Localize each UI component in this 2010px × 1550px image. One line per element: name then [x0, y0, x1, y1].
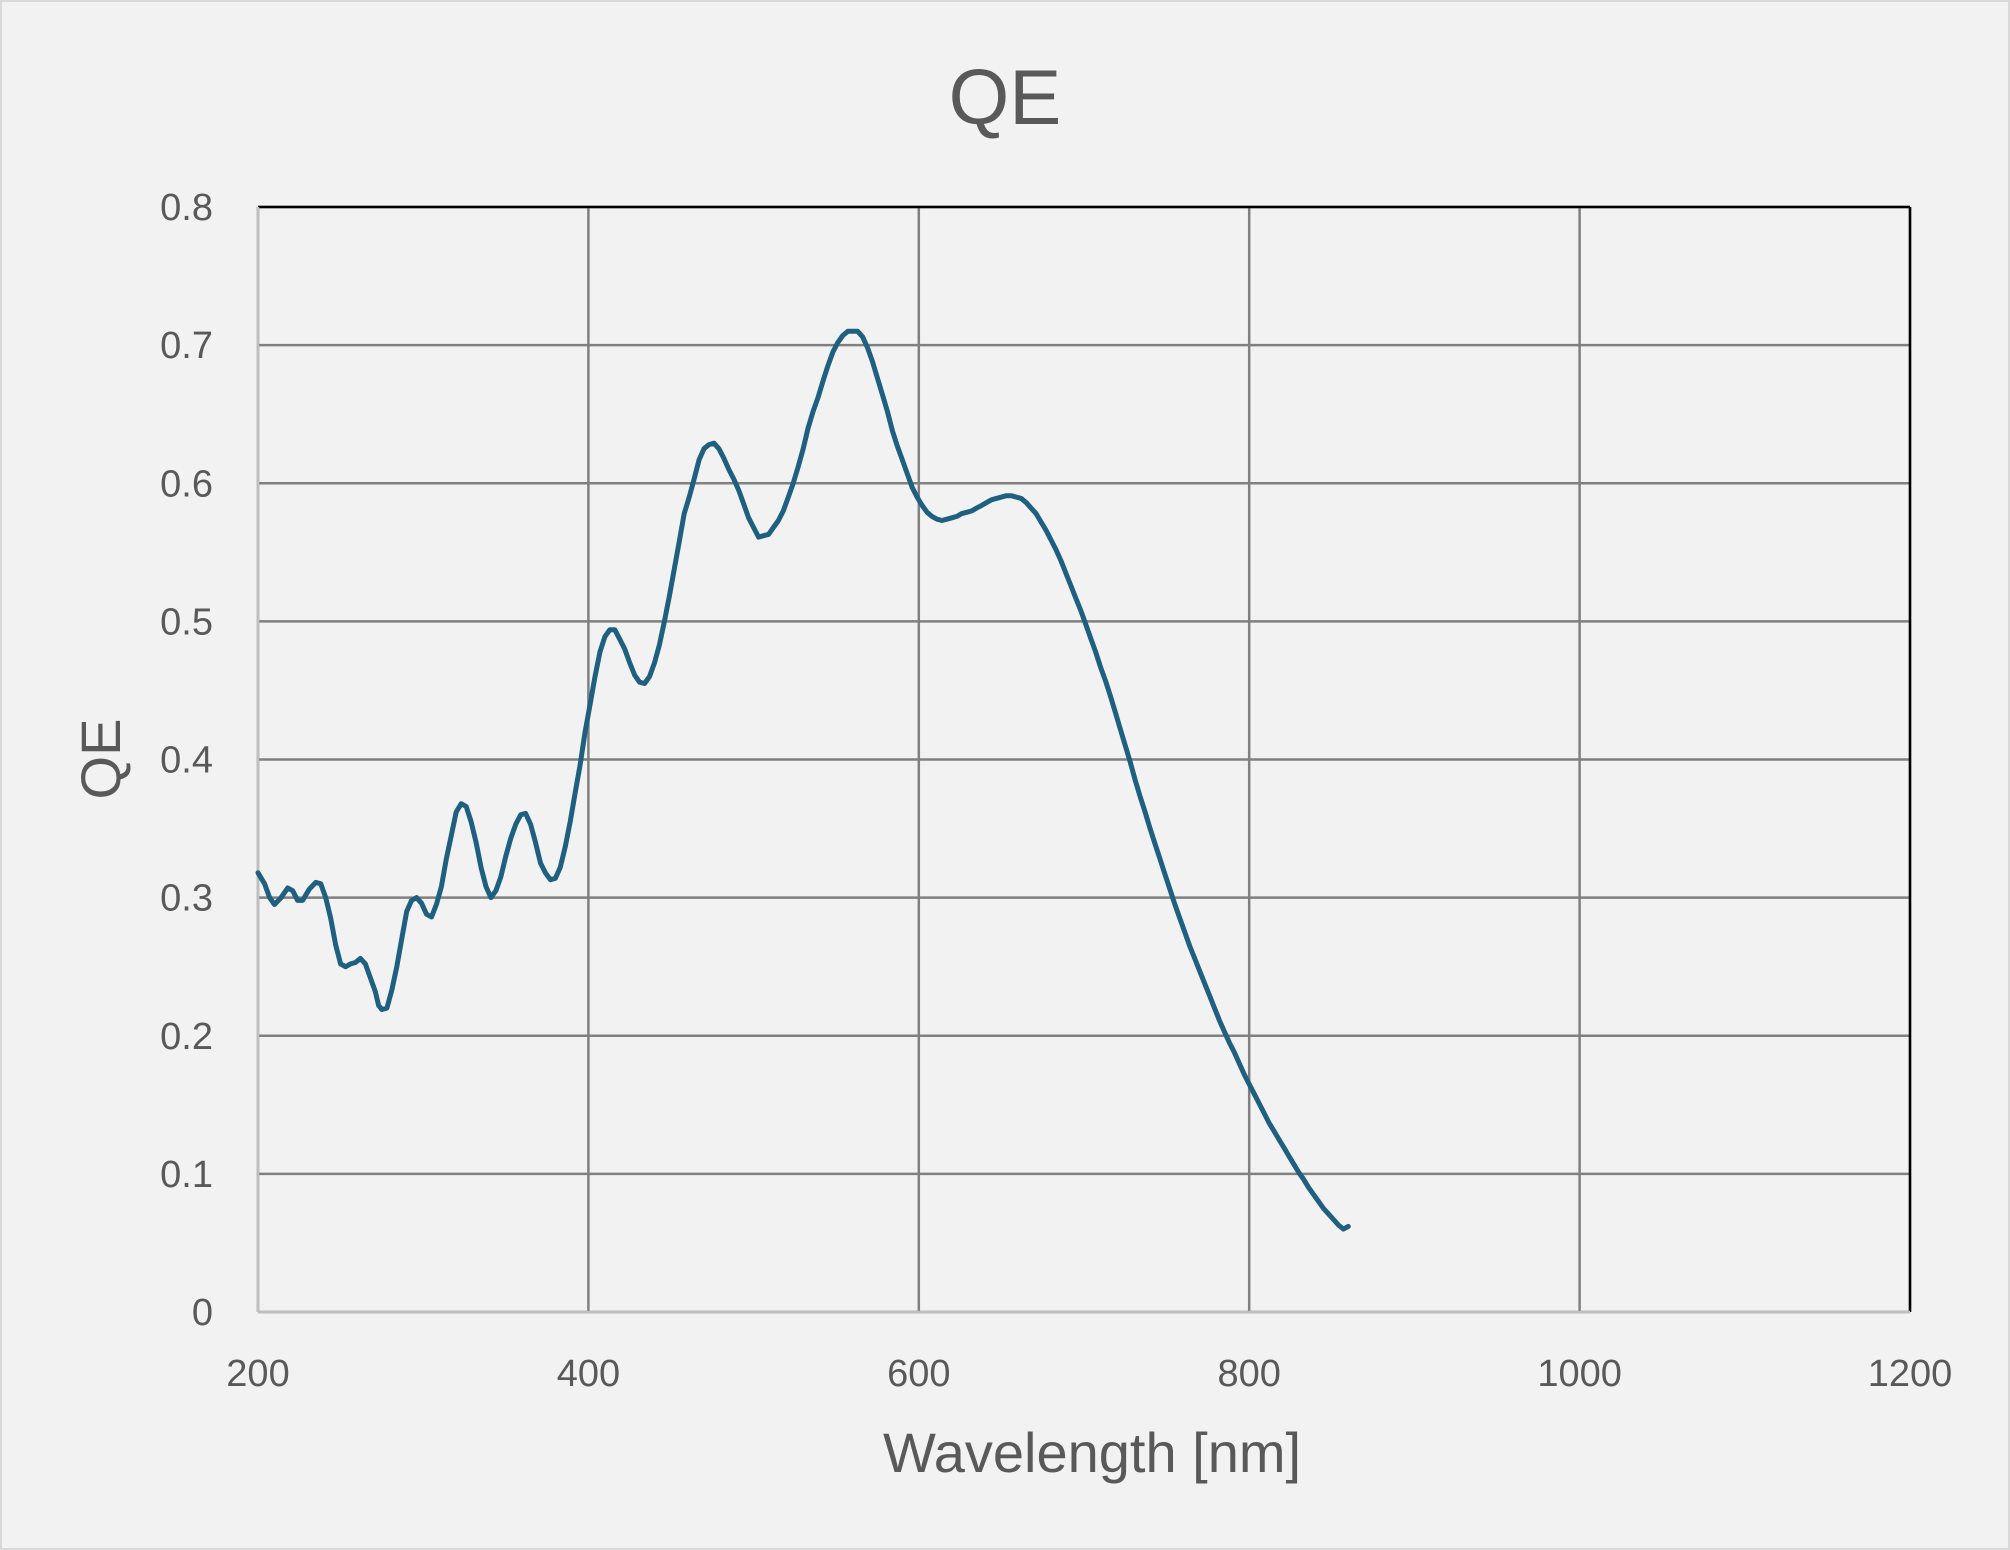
x-tick-label: 1200 [1868, 1353, 1953, 1395]
y-tick-label: 0.7 [160, 325, 213, 367]
y-tick-labels: 0 0.1 0.2 0.3 0.4 0.5 0.6 0.7 0.8 [160, 187, 213, 1334]
y-tick-label: 0.3 [160, 878, 213, 920]
x-tick-labels: 200 400 600 800 1000 1200 [226, 1353, 1952, 1395]
y-tick-label: 0.1 [160, 1154, 213, 1196]
x-tick-label: 600 [887, 1353, 950, 1395]
x-tick-label: 400 [557, 1353, 620, 1395]
x-tick-label: 1000 [1537, 1353, 1622, 1395]
qe-series-line [255, 328, 1351, 1232]
y-tick-label: 0.2 [160, 1016, 213, 1058]
grid-lines [256, 205, 1912, 1314]
chart-title: QE [949, 53, 1062, 141]
x-tick-label: 800 [1217, 1353, 1280, 1395]
x-axis-label: Wavelength [nm] [883, 1421, 1301, 1484]
y-tick-label: 0.5 [160, 601, 213, 643]
y-tick-label: 0.8 [160, 187, 213, 229]
x-tick-label: 200 [226, 1353, 289, 1395]
y-tick-label: 0.6 [160, 463, 213, 505]
y-tick-label: 0.4 [160, 740, 213, 782]
y-tick-label: 0 [192, 1292, 213, 1334]
series-group [255, 328, 1351, 1232]
axes [256, 205, 1912, 1314]
y-axis-label: QE [69, 719, 132, 800]
